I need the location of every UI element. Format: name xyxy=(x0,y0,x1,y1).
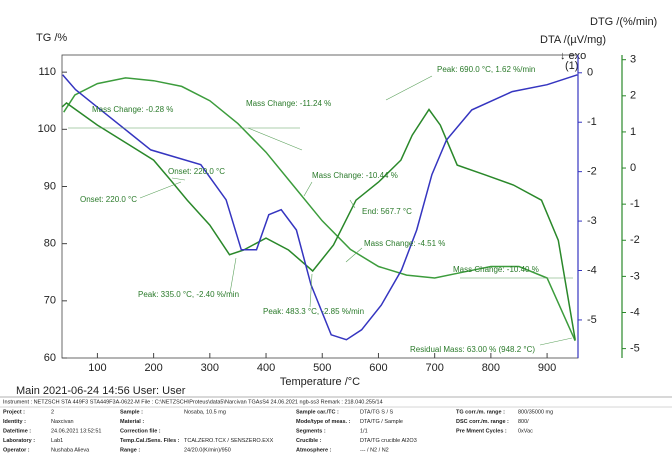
y2-tick-label: -4 xyxy=(587,264,597,276)
y2-tick-label: 0 xyxy=(587,67,593,79)
footer-value: 1/1 xyxy=(360,428,368,434)
footer-value: DTA/TG crucible Al2O3 xyxy=(360,438,417,444)
annotation: Onset: 220.0 °C xyxy=(80,195,137,204)
annotation: Onset: 220.0 °C xyxy=(168,167,225,176)
annotation: Mass Change: -10.40 % xyxy=(453,265,539,274)
instrument: Instrument : NETZSCH STA 449F3 STA449F3A… xyxy=(3,399,383,405)
footer-label: Atmosphere : xyxy=(296,447,332,453)
footer-label: Sample car./TC : xyxy=(296,409,339,415)
exo-label: ↓ exo xyxy=(560,50,586,62)
footer-value: 2 xyxy=(51,409,54,415)
footer-label: Pre Mment Cycles : xyxy=(456,428,507,434)
footer-label: Sample : xyxy=(120,409,143,415)
stamp: Main 2021-06-24 14:56 User: User xyxy=(16,385,186,397)
y-tick-label: 80 xyxy=(44,238,56,250)
footer-label: Correction file : xyxy=(120,428,161,434)
annotation: Mass Change: -0.28 % xyxy=(92,105,173,114)
annotation: Peak: 483.3 °C, -2.85 %/min xyxy=(263,307,364,316)
footer-value: 800/ xyxy=(518,419,529,425)
footer-value: --- / N2 / N2 xyxy=(360,447,389,453)
footer-label: Operator : xyxy=(3,447,30,453)
y-tick-label: 90 xyxy=(44,180,56,192)
y2-tick-label: -3 xyxy=(587,215,597,227)
x-tick-label: 700 xyxy=(425,362,443,374)
footer-label: Material : xyxy=(120,419,144,425)
annotation-leader xyxy=(229,257,237,294)
annotation-leader xyxy=(349,199,356,209)
annotation-leader xyxy=(171,177,186,181)
y2-axis-title: DTA /(µV/mg) xyxy=(540,34,606,46)
footer-label: Range : xyxy=(120,447,140,453)
y3-tick-label: 3 xyxy=(630,54,636,66)
x-tick-label: 400 xyxy=(257,362,275,374)
footer-label: Laboratory : xyxy=(3,438,35,444)
x-axis-title: Temperature /°C xyxy=(280,376,360,388)
y3-tick-label: -2 xyxy=(630,234,640,246)
footer-label: Temp.Cal./Sens. Files : xyxy=(120,438,180,444)
y3-tick-label: 1 xyxy=(630,126,636,138)
footer-label: Mode/type of meas. : xyxy=(296,419,351,425)
y3-tick-label: 2 xyxy=(630,90,636,102)
footer-value: 24.06.2021 13:52:51 xyxy=(51,428,101,434)
x-tick-label: 300 xyxy=(201,362,219,374)
x-tick-label: 200 xyxy=(144,362,162,374)
x-tick-label: 800 xyxy=(482,362,500,374)
footer-value: DTA/TG / Sample xyxy=(360,419,403,425)
footer-value: 0xVac xyxy=(518,428,533,434)
y-tick-label: 110 xyxy=(38,66,56,78)
footer-value: Nushaba Alieva xyxy=(51,447,90,453)
annotation-leader xyxy=(309,273,313,308)
footer-label: Project : xyxy=(3,409,25,415)
footer-label: DSC corr./m. range : xyxy=(456,419,509,425)
annotation: Mass Change: -10.44 % xyxy=(312,171,398,180)
y2-tick-label: -1 xyxy=(587,116,597,128)
x-tick-label: 900 xyxy=(538,362,556,374)
y-tick-label: 60 xyxy=(44,352,56,364)
footer-value: 24/20.0(K/min)/950 xyxy=(184,447,231,453)
footer-value: DTA/TG S / S xyxy=(360,409,394,415)
footer-value: 800/35000 mg xyxy=(518,409,553,415)
y3-tick-label: -4 xyxy=(630,306,640,318)
y3-tick-label: -5 xyxy=(630,343,640,355)
annotation: Mass Change: -11.24 % xyxy=(246,99,331,108)
footer-value: Naxcivan xyxy=(51,419,74,425)
y-tick-label: 70 xyxy=(44,295,56,307)
y3-tick-label: -3 xyxy=(630,270,640,282)
annotation-leader xyxy=(303,181,313,197)
annotation: Mass Change: -4.51 % xyxy=(364,239,445,248)
x-tick-label: 100 xyxy=(88,362,106,374)
annotation-leader xyxy=(139,181,182,199)
footer-value: TCALZERO.TCX / SENSZERO.EXX xyxy=(184,438,274,444)
footer-label: Segments : xyxy=(296,428,326,434)
y3-tick-label: -1 xyxy=(630,198,640,210)
y-axis-title: TG /% xyxy=(36,32,67,44)
annotation: Peak: 690.0 °C, 1.62 %/min xyxy=(437,65,535,74)
footer-label: Date/time : xyxy=(3,428,31,434)
series-line xyxy=(61,102,576,341)
annotation: Peak: 335.0 °C, -2.40 %/min xyxy=(138,290,239,299)
y2-tick-label: -2 xyxy=(587,166,597,178)
footer-label: Identity : xyxy=(3,419,26,425)
footer-value: Nosaba, 10.5 mg xyxy=(184,409,226,415)
y3-tick-label: 0 xyxy=(630,162,636,174)
annotation-leader xyxy=(345,247,363,263)
series-line xyxy=(62,74,578,341)
y-tick-label: 100 xyxy=(38,123,56,135)
y3-axis-title: DTG /(%/min) xyxy=(590,16,657,28)
annotation-leader xyxy=(247,127,303,151)
annotation-leader xyxy=(539,337,573,346)
footer-value: Lab1 xyxy=(51,438,63,444)
annotation: End: 567.7 °C xyxy=(362,207,412,216)
x-tick-label: 500 xyxy=(313,362,331,374)
footer-label: TG corr./m. range : xyxy=(456,409,505,415)
series-line xyxy=(63,77,576,342)
footer-label: Crucible : xyxy=(296,438,322,444)
y2-tick-label: -5 xyxy=(587,314,597,326)
annotation: Residual Mass: 63.00 % (948.2 °C) xyxy=(410,345,535,354)
annotation-leader xyxy=(385,75,433,101)
exo-note: (1) xyxy=(565,60,578,72)
x-tick-label: 600 xyxy=(369,362,387,374)
